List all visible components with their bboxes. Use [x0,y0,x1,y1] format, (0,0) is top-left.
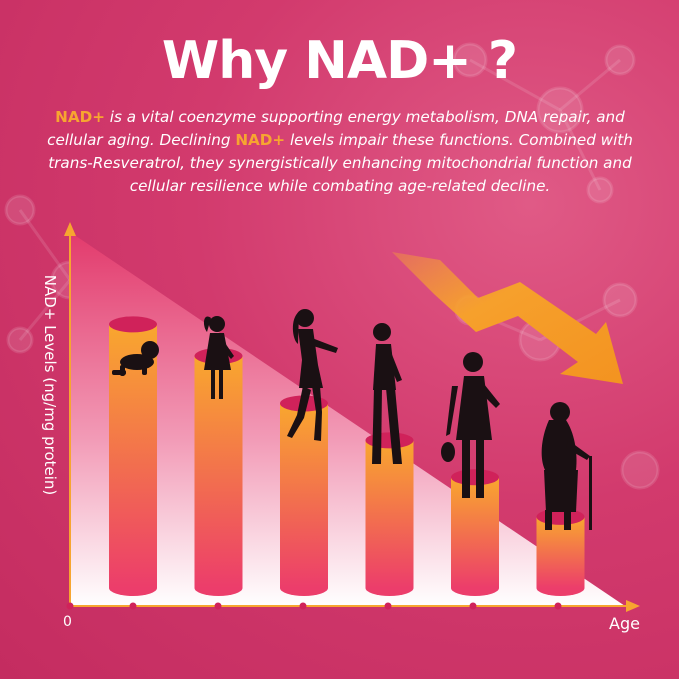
x-axis-tick [66,602,74,610]
y-axis-arrowhead [64,222,76,236]
bar-body [194,356,243,588]
nad-highlight: NAD+ [55,108,105,126]
x-axis-tick [299,602,307,610]
description: NAD+ is a vital coenzyme supporting ener… [40,106,640,198]
bar-6 [536,508,585,596]
bar-cap [451,469,499,486]
elderly-woman-silhouette [541,402,592,530]
bar-4 [365,432,414,596]
figure-silhouettes [112,309,592,530]
bar-body [365,440,414,588]
bar-2 [194,348,243,596]
older-woman-silhouette [441,352,500,498]
x-axis-tick [469,602,477,610]
bar-body [451,477,499,588]
x-axis-ticks [66,602,562,610]
bar-cap [109,316,157,333]
x-axis-tick [129,602,137,610]
axis-origin-label: 0 [63,614,72,630]
x-axis-tick [214,602,222,610]
x-axis-tick [554,602,562,610]
nad-highlight: NAD+ [235,131,286,149]
description-text: is a vital coenzyme supporting energy me… [47,108,625,149]
page-title: Why NAD+ ? [161,31,518,91]
girl-silhouette [203,316,234,399]
downward-trend-arrow [392,252,623,384]
description-text: levels impair these functions. Combined … [48,131,633,195]
baby-silhouette [112,341,159,376]
x-axis-label: Age [609,614,640,633]
x-axis-tick [384,602,392,610]
bar-5 [451,469,499,596]
x-axis-arrowhead [626,600,640,612]
woman-silhouette [372,323,402,464]
bar-body [536,516,585,588]
young-woman-silhouette [287,309,338,441]
